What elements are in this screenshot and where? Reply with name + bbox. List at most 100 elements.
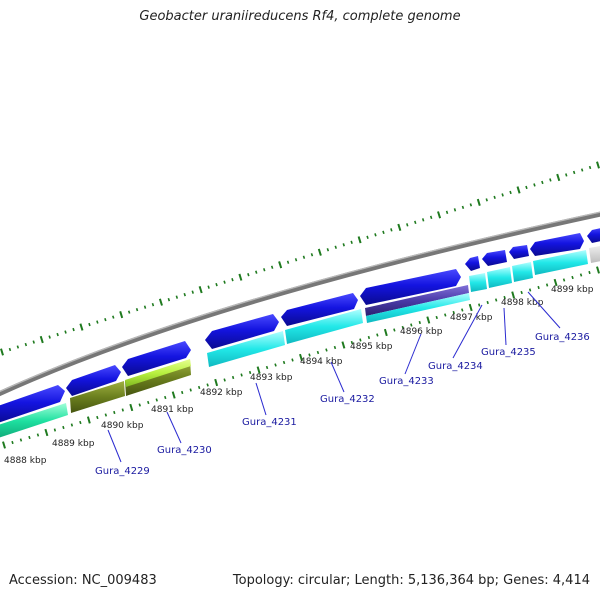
gene-arrow[interactable] <box>122 341 191 376</box>
tick-mark <box>410 323 413 327</box>
gene-arrow[interactable] <box>0 385 65 424</box>
tick-mark <box>418 320 421 325</box>
tick-mark <box>341 341 346 349</box>
tick-mark <box>143 305 147 309</box>
tick-mark <box>357 236 362 244</box>
tick-mark <box>571 275 574 280</box>
gene-arrow[interactable] <box>587 227 600 243</box>
gene-label-leaders <box>107 291 561 463</box>
tick-mark <box>175 295 179 299</box>
cog-block <box>285 309 363 344</box>
cog-block <box>533 250 588 275</box>
gene-label[interactable]: Gura_4236 <box>535 332 590 343</box>
tick-mark <box>282 360 286 365</box>
tick-mark <box>8 347 12 352</box>
gene-arrow[interactable] <box>465 256 480 271</box>
cog-block <box>469 273 487 292</box>
tick-mark <box>88 322 91 327</box>
tick-mark <box>44 428 49 437</box>
accession-text: Accession: NC_009483 <box>9 573 157 588</box>
tick-mark <box>494 298 498 302</box>
tick-mark <box>39 335 44 344</box>
tick-mark <box>223 280 226 284</box>
scale-labels: 4888 kbp 4889 kbp 4890 kbp 4891 kbp 4892… <box>4 285 594 466</box>
scale-label: 4899 kbp <box>551 285 594 295</box>
genome-summary-text: Topology: circular; Length: 5,136,364 bp… <box>232 573 590 588</box>
tick-mark <box>299 353 303 362</box>
tick-mark <box>121 408 124 412</box>
tick-mark <box>541 180 544 185</box>
gene-arrow[interactable] <box>530 233 584 256</box>
gene-arrow[interactable] <box>509 245 529 259</box>
tick-mark <box>11 440 14 445</box>
tick-mark <box>429 215 433 220</box>
tick-mark <box>231 375 235 380</box>
tick-mark <box>32 340 35 344</box>
leader-line <box>527 291 561 329</box>
tick-mark <box>129 403 134 412</box>
tick-mark <box>256 366 261 374</box>
scale-label: 4894 kbp <box>300 357 343 367</box>
cog-block <box>70 381 125 413</box>
cog-category-track <box>0 246 600 438</box>
gene-label[interactable]: Gura_4232 <box>320 394 375 405</box>
gene-label[interactable]: Gura_4234 <box>428 361 483 372</box>
tick-mark <box>374 233 377 237</box>
tick-mark <box>549 178 552 182</box>
tick-mark <box>2 441 6 449</box>
tick-mark <box>444 313 447 317</box>
gene-label[interactable]: Gura_4229 <box>95 466 150 477</box>
tick-mark <box>181 390 184 395</box>
tick-mark <box>397 223 402 231</box>
scale-label: 4893 kbp <box>250 373 293 383</box>
gene-arrow[interactable] <box>482 250 507 266</box>
gene-arrow[interactable] <box>360 269 461 305</box>
tick-mark <box>588 165 592 170</box>
gene-arrow[interactable] <box>66 365 121 396</box>
cog-block <box>366 293 470 323</box>
leader-line <box>503 307 507 346</box>
gene-arrow[interactable] <box>205 314 279 349</box>
tick-mark <box>316 350 320 355</box>
tick-mark <box>382 230 385 235</box>
tick-mark <box>486 300 489 305</box>
gene-label[interactable]: Gura_4230 <box>157 445 212 456</box>
tick-mark <box>503 295 506 300</box>
tick-mark <box>390 228 393 232</box>
tick-mark <box>79 420 82 425</box>
tick-mark <box>333 345 337 350</box>
tick-mark <box>537 285 540 290</box>
map-title: Geobacter uraniireducens Rf4, complete g… <box>139 9 461 24</box>
tick-mark <box>350 340 354 345</box>
tick-mark <box>342 243 345 247</box>
tick-mark <box>240 373 243 377</box>
gene-arrow[interactable] <box>281 293 358 326</box>
tick-mark <box>435 315 438 320</box>
tick-mark <box>96 415 99 420</box>
tick-mark <box>476 198 481 206</box>
gene-label[interactable]: Gura_4233 <box>379 376 434 387</box>
gene-label[interactable]: Gura_4231 <box>242 417 297 428</box>
tick-mark <box>189 388 192 392</box>
gene-label[interactable]: Gura_4235 <box>481 347 536 358</box>
cog-block <box>512 262 533 282</box>
tick-mark <box>516 186 521 194</box>
scale-label: 4897 kbp <box>450 313 493 323</box>
tick-mark <box>485 198 488 202</box>
tick-mark <box>171 391 176 399</box>
scale-label: 4895 kbp <box>350 342 393 352</box>
leader-line <box>107 429 122 463</box>
gene-labels: Gura_4229 Gura_4230 Gura_4231 Gura_4232 … <box>95 332 590 477</box>
tick-mark <box>48 335 51 339</box>
tick-mark <box>469 203 473 207</box>
tick-mark <box>119 311 124 319</box>
tick-mark <box>286 260 290 264</box>
tick-mark <box>147 400 150 405</box>
tick-mark <box>270 265 274 269</box>
cog-block <box>0 403 68 438</box>
leader-line <box>330 361 345 393</box>
tick-mark <box>64 330 67 334</box>
tick-mark <box>86 416 91 424</box>
